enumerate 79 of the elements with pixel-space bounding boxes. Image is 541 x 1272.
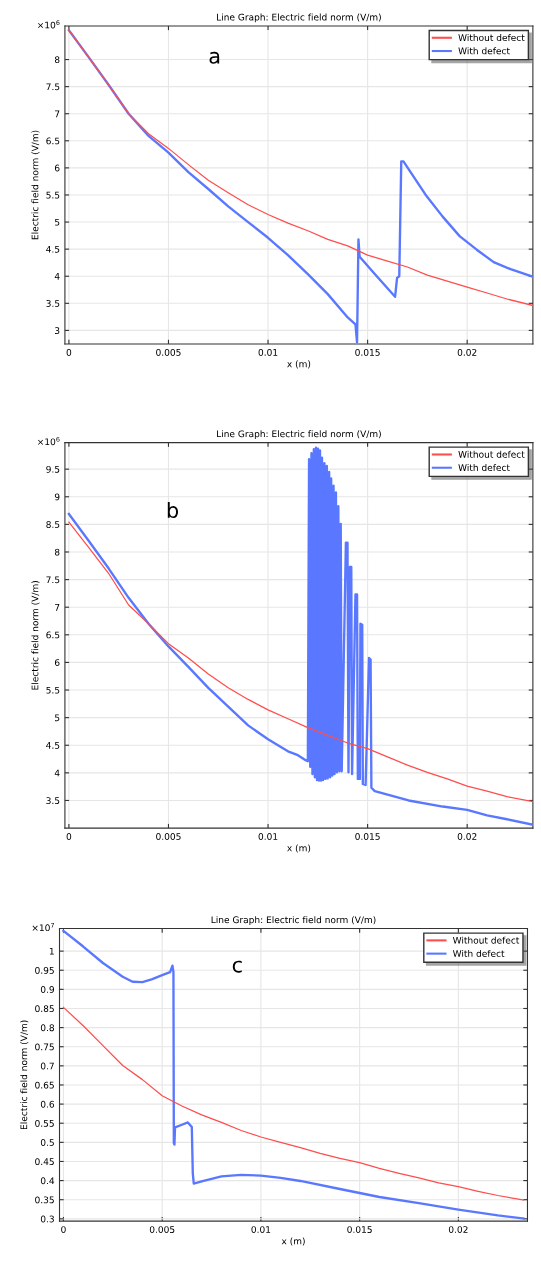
x-axis-title: x (m)	[287, 360, 311, 369]
text: ×10$^{7}$	[32, 922, 54, 932]
y-tick-label: 3.5	[46, 300, 60, 307]
line-series	[67, 446, 533, 826]
annotation: b	[167, 501, 179, 519]
text: ×10$^{6}$	[38, 436, 60, 446]
y-tick-label: 3	[55, 327, 60, 334]
text: ×10$^{6}$	[38, 20, 60, 29]
y-tick-label: 6.5	[46, 631, 60, 639]
legend-label: With defect	[458, 464, 510, 472]
y-tick-label: 8	[54, 56, 60, 64]
line-series	[62, 1006, 525, 1201]
y-tick-label: 0.45	[35, 1158, 54, 1166]
y-tick-label: 0.7	[40, 1062, 54, 1070]
y-tick-label: 0.8	[40, 1024, 55, 1032]
y-tick-label: 0.3	[40, 1215, 54, 1223]
y-tick-label: 0.6	[40, 1100, 55, 1108]
x-tick-label: 0.01	[258, 348, 278, 356]
y-tick-label: 0.75	[35, 1043, 54, 1051]
y-tick-label: 7	[55, 604, 60, 611]
y-tick-label: 0.65	[35, 1081, 54, 1089]
annotation: c	[232, 960, 242, 973]
y-tick-label: 5.5	[46, 191, 60, 199]
y-tick-label: 8.5	[46, 521, 60, 528]
y-tick-label: 6	[54, 164, 60, 172]
x-tick-label: 0	[66, 833, 72, 840]
legend-label: Without defect	[452, 936, 520, 944]
y-tick-label: 5	[55, 218, 60, 226]
y-tick-label: 0.95	[35, 966, 54, 974]
chart-title: Line Graph: Electric field norm (V/m)	[217, 13, 381, 23]
y-tick-label: 0.85	[35, 1005, 54, 1013]
x-axis-title: x (m)	[287, 844, 311, 853]
x-tick-label: 0	[61, 1226, 66, 1233]
chart-title: Line Graph: Electric field norm (V/m)	[217, 430, 381, 439]
x-tick-label: 0.015	[355, 348, 380, 356]
y-tick-label: 6.5	[46, 137, 60, 145]
x-tick-label: 0.015	[355, 833, 380, 840]
legend-label: Without defect	[458, 34, 525, 42]
y-tick-label: 5.5	[46, 686, 60, 694]
x-tick-label: 0	[66, 348, 72, 356]
y-tick-label: 4.5	[46, 742, 60, 749]
y-tick-label: 7.5	[46, 576, 60, 584]
x-tick-label: 0.015	[347, 1226, 372, 1233]
y-tick-label: 1	[49, 947, 54, 955]
y-tick-label: 6	[54, 659, 60, 666]
y-tick-label: 3.5	[46, 797, 60, 805]
y-tick-label: 4.5	[46, 245, 60, 253]
y-tick-label: 0.4	[40, 1177, 55, 1185]
y-tick-label: 4	[54, 273, 60, 280]
y-axis-title: Electric field norm (V/m)	[20, 1020, 29, 1130]
y-axis-title: Electric field norm (V/m)	[31, 581, 40, 690]
y-tick-label: 8	[54, 548, 60, 556]
y-axis-title: Electric field norm (V/m)	[31, 130, 40, 240]
x-axis-title: x (m)	[281, 1237, 305, 1246]
x-tick-label: 0.005	[156, 833, 181, 840]
x-tick-label: 0.02	[457, 833, 477, 840]
legend-label: With defect	[458, 47, 510, 55]
y-tick-label: 7	[55, 110, 60, 118]
y-tick-label: 5	[55, 714, 60, 722]
line-series	[68, 521, 533, 803]
x-tick-label: 0.02	[448, 1226, 468, 1233]
y-tick-label: 0.9	[40, 986, 55, 993]
y-tick-label: 0.35	[35, 1196, 54, 1204]
y-tick-label: 0.5	[40, 1139, 54, 1146]
y-tick-label: 0.55	[35, 1119, 54, 1127]
x-tick-label: 0.01	[258, 833, 278, 840]
legend-label: Without defect	[458, 450, 525, 458]
line-series	[62, 929, 525, 1220]
y-tick-label: 9	[54, 493, 60, 501]
chart-title: Line Graph: Electric field norm (V/m)	[211, 916, 376, 925]
x-tick-label: 0.005	[149, 1226, 175, 1233]
x-tick-label: 0.005	[156, 348, 181, 356]
legend-label: With defect	[452, 949, 505, 957]
x-tick-label: 0.02	[457, 348, 477, 356]
y-tick-label: 9.5	[46, 465, 60, 473]
x-tick-label: 0.01	[251, 1226, 271, 1233]
y-tick-label: 7.5	[46, 83, 60, 91]
y-tick-label: 4	[54, 769, 60, 777]
annotation: a	[209, 51, 220, 64]
